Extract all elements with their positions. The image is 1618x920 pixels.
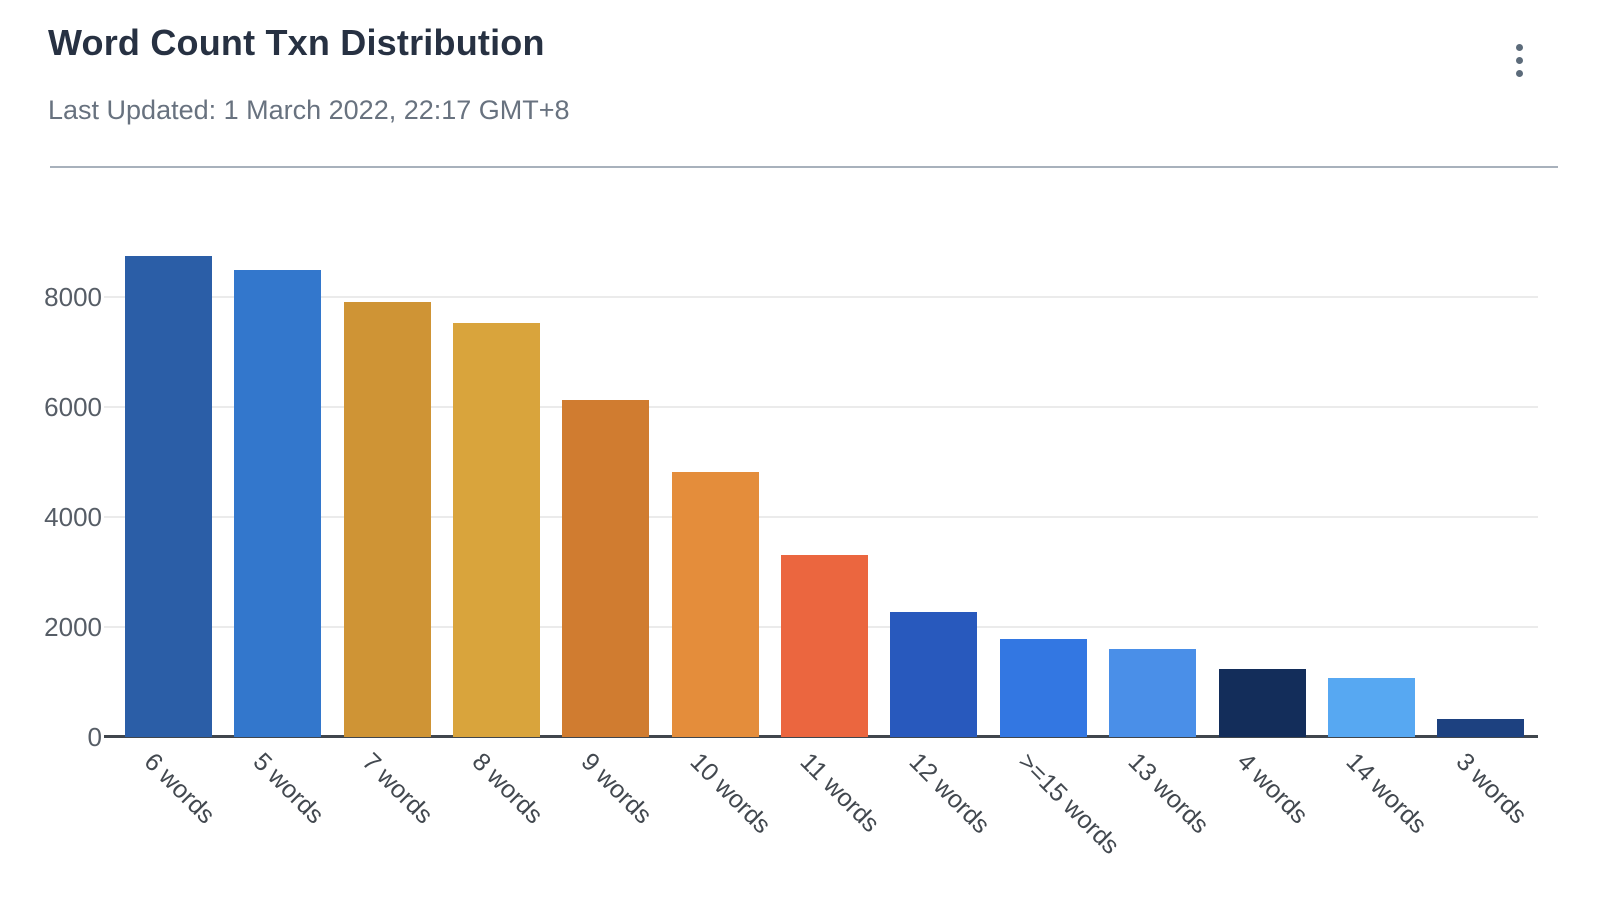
bar-10-words[interactable] xyxy=(672,472,759,737)
last-updated-text: Last Updated: 1 March 2022, 22:17 GMT+8 xyxy=(48,95,570,125)
x-axis-category-label: >=15 words xyxy=(1012,747,1125,860)
bar-12-words[interactable] xyxy=(890,612,977,737)
kebab-menu-icon xyxy=(1515,69,1523,77)
bar-13-words[interactable] xyxy=(1109,649,1196,737)
x-axis-category-label: 6 words xyxy=(138,747,221,830)
bar-7-words[interactable] xyxy=(344,302,431,737)
bar-14-words[interactable] xyxy=(1328,678,1415,737)
y-axis-tick-label: 4000 xyxy=(44,502,102,532)
x-axis-category-label: 14 words xyxy=(1340,747,1433,840)
bar-4-words[interactable] xyxy=(1219,669,1306,737)
bar-6-words[interactable] xyxy=(125,256,212,737)
x-axis-category-label: 11 words xyxy=(794,747,885,838)
x-axis-category-label: 3 words xyxy=(1450,747,1533,830)
y-axis-tick-label: 6000 xyxy=(44,392,102,422)
gridline xyxy=(104,406,1538,408)
x-axis-category-label: 10 words xyxy=(684,747,777,840)
page-title: Word Count Txn Distribution xyxy=(48,22,545,63)
bar-5-words[interactable] xyxy=(234,270,321,737)
gridline xyxy=(104,516,1538,518)
x-axis-category-label: 5 words xyxy=(247,747,330,830)
y-axis-tick-label: 8000 xyxy=(44,282,102,312)
bar-3-words[interactable] xyxy=(1437,719,1524,737)
x-axis-category-label: 7 words xyxy=(356,747,439,830)
x-axis-category-label: 8 words xyxy=(466,747,549,830)
bar-8-words[interactable] xyxy=(453,323,540,737)
y-axis-tick-label: 2000 xyxy=(44,612,102,642)
kebab-menu-icon xyxy=(1515,43,1523,51)
x-axis-category-label: 9 words xyxy=(575,747,658,830)
more-options-button[interactable] xyxy=(1498,36,1540,84)
bar-11-words[interactable] xyxy=(781,555,868,737)
x-axis-category-label: 4 words xyxy=(1231,747,1314,830)
x-axis-category-label: 12 words xyxy=(903,747,996,840)
gridline xyxy=(104,296,1538,298)
header-divider xyxy=(50,166,1558,168)
kebab-menu-icon xyxy=(1515,56,1523,64)
bar--15-words[interactable] xyxy=(1000,639,1087,737)
x-axis-category-label: 13 words xyxy=(1122,747,1215,840)
bar-9-words[interactable] xyxy=(562,400,649,737)
y-axis-tick-label: 0 xyxy=(87,722,102,752)
